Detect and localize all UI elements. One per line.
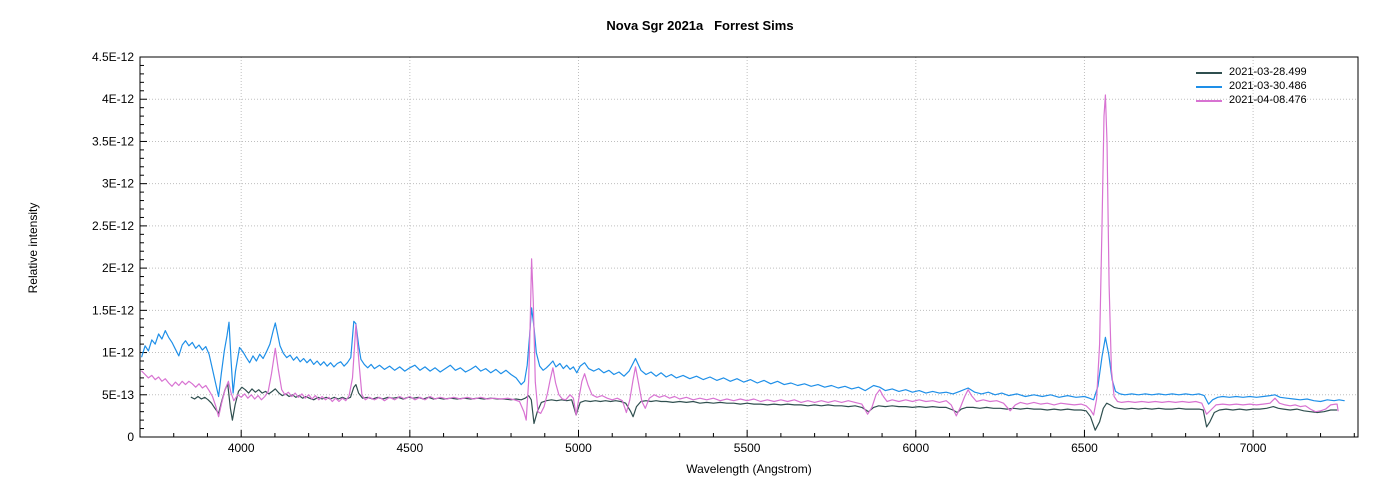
y-tick-label: 4.5E-12 bbox=[92, 50, 134, 64]
legend-line-swatch bbox=[1196, 99, 1222, 102]
y-tick-label: 5E-13 bbox=[102, 388, 134, 402]
x-tick-label: 4000 bbox=[228, 441, 255, 455]
spectrum-line-2021-03-28.499 bbox=[190, 383, 1338, 431]
x-tick-label: 6500 bbox=[1071, 441, 1098, 455]
legend-item: 2021-03-28.499 bbox=[1196, 66, 1307, 79]
spectrum-line-2021-04-08.476 bbox=[141, 94, 1339, 421]
y-tick-label: 2.5E-12 bbox=[92, 219, 134, 233]
plot-frame bbox=[139, 56, 1359, 438]
legend-label: 2021-03-30.486 bbox=[1229, 80, 1307, 92]
spectrum-line-2021-03-30.486 bbox=[141, 307, 1345, 405]
y-tick-label: 1.5E-12 bbox=[92, 303, 134, 317]
x-tick-label: 7000 bbox=[1240, 441, 1267, 455]
y-axis-label: Relative intensity bbox=[26, 202, 40, 294]
y-tick-label: 1E-12 bbox=[102, 346, 134, 360]
chart-title: Nova Sgr 2021a Forrest Sims bbox=[606, 18, 794, 33]
legend-line-swatch bbox=[1196, 85, 1222, 88]
legend: 2021-03-28.499 2021-03-30.486 2021-04-08… bbox=[1196, 66, 1307, 107]
y-tick-label: 3.5E-12 bbox=[92, 134, 134, 148]
x-tick-label: 6000 bbox=[902, 441, 929, 455]
y-tick-label: 4E-12 bbox=[102, 92, 134, 106]
y-tick-label: 2E-12 bbox=[102, 261, 134, 275]
x-axis-label: Wavelength (Angstrom) bbox=[686, 462, 812, 476]
x-tick-label: 4500 bbox=[396, 441, 423, 455]
y-tick-label: 0 bbox=[127, 430, 134, 444]
legend-line-swatch bbox=[1196, 71, 1222, 74]
y-tick-label: 3E-12 bbox=[102, 177, 134, 191]
legend-item: 2021-03-30.486 bbox=[1196, 80, 1307, 93]
x-tick-label: 5000 bbox=[565, 441, 592, 455]
x-tick-label: 5500 bbox=[734, 441, 761, 455]
legend-item: 2021-04-08.476 bbox=[1196, 94, 1307, 107]
legend-label: 2021-04-08.476 bbox=[1229, 94, 1307, 106]
legend-label: 2021-03-28.499 bbox=[1229, 66, 1307, 78]
